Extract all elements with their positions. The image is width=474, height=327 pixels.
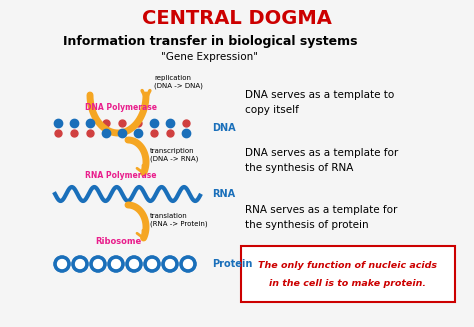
Text: RNA: RNA bbox=[212, 189, 235, 199]
Text: DNA serves as a template for: DNA serves as a template for bbox=[245, 148, 398, 158]
Text: CENTRAL DOGMA: CENTRAL DOGMA bbox=[142, 9, 332, 27]
Text: the synthesis of RNA: the synthesis of RNA bbox=[245, 163, 354, 173]
Text: The only function of nucleic acids: The only function of nucleic acids bbox=[258, 261, 438, 269]
Text: in the cell is to make protein.: in the cell is to make protein. bbox=[270, 279, 427, 287]
Text: DNA Polymerase: DNA Polymerase bbox=[85, 104, 157, 112]
Text: "Gene Expression": "Gene Expression" bbox=[162, 52, 258, 62]
Text: replication
(DNA -> DNA): replication (DNA -> DNA) bbox=[154, 75, 203, 89]
Text: RNA Polymerase: RNA Polymerase bbox=[85, 170, 156, 180]
Text: transcription
(DNA -> RNA): transcription (DNA -> RNA) bbox=[150, 148, 199, 162]
Text: RNA serves as a template for: RNA serves as a template for bbox=[245, 205, 397, 215]
Text: Information transfer in biological systems: Information transfer in biological syste… bbox=[63, 36, 357, 48]
Text: the synthesis of protein: the synthesis of protein bbox=[245, 220, 369, 230]
Text: translation
(RNA -> Protein): translation (RNA -> Protein) bbox=[150, 213, 208, 227]
Text: Protein: Protein bbox=[212, 259, 252, 269]
Text: Ribosome: Ribosome bbox=[95, 237, 141, 247]
Text: DNA serves as a template to: DNA serves as a template to bbox=[245, 90, 394, 100]
FancyBboxPatch shape bbox=[241, 246, 455, 302]
Text: copy itself: copy itself bbox=[245, 105, 299, 115]
Text: DNA: DNA bbox=[212, 123, 236, 133]
